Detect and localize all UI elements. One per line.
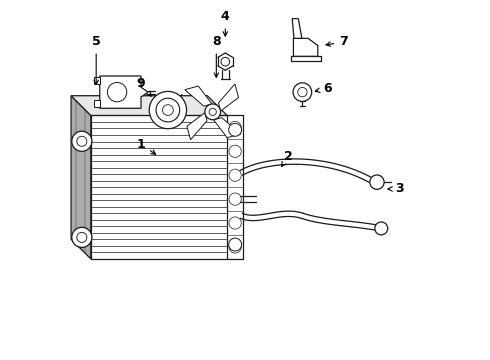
Circle shape [72,131,92,151]
Polygon shape [219,84,239,111]
Circle shape [107,82,127,102]
Circle shape [77,136,87,146]
Polygon shape [187,113,207,140]
Circle shape [229,123,242,136]
Circle shape [163,105,173,116]
Text: 9: 9 [137,77,151,96]
Text: 4: 4 [221,10,230,36]
Text: 8: 8 [212,35,220,77]
Circle shape [229,193,241,205]
Circle shape [205,104,220,120]
Circle shape [229,121,241,134]
Polygon shape [294,39,318,56]
Circle shape [375,222,388,235]
Text: 7: 7 [326,35,348,49]
Circle shape [72,227,92,247]
Circle shape [229,217,241,229]
Polygon shape [214,118,241,138]
Circle shape [298,87,307,97]
Polygon shape [292,19,302,39]
Polygon shape [71,96,91,259]
Circle shape [221,57,230,66]
Text: 6: 6 [315,82,332,95]
Text: 2: 2 [281,150,293,166]
Polygon shape [95,77,100,85]
Circle shape [229,145,241,157]
Circle shape [149,91,187,129]
Text: 5: 5 [92,35,100,85]
Text: 1: 1 [137,138,156,154]
Circle shape [229,238,242,251]
Polygon shape [185,86,212,106]
Polygon shape [95,100,100,107]
Circle shape [293,83,312,102]
Circle shape [229,169,241,181]
Text: 3: 3 [388,183,404,195]
Polygon shape [91,116,227,259]
Polygon shape [100,76,148,108]
Circle shape [156,98,180,122]
Circle shape [229,241,241,253]
Circle shape [209,108,216,116]
Polygon shape [71,96,227,116]
Circle shape [370,175,384,189]
Circle shape [77,232,87,242]
